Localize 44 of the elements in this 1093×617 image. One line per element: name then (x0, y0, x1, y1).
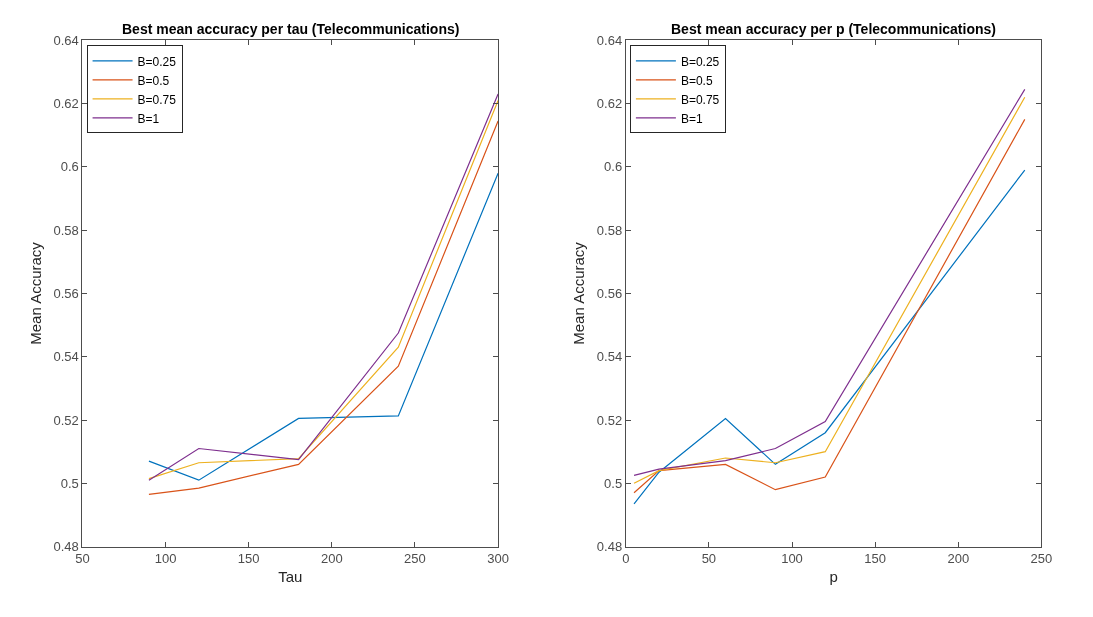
x-tick-label: 50 (701, 551, 717, 567)
y-tick-label: 0.64 (53, 32, 79, 48)
line-series (633, 169, 1026, 505)
y-axis-title: Mean Accuracy (570, 241, 588, 345)
chart-title: Best mean accuracy per p (Telecommunications) (671, 21, 996, 37)
y-tick-label: 0.56 (596, 286, 623, 301)
x-tick-label: 150 (864, 551, 886, 567)
x-axis-title: Tau (278, 568, 303, 586)
legend-label: B=1 (680, 111, 703, 126)
legend-label: B=0.25 (137, 54, 177, 69)
x-tick-label: 150 (237, 551, 260, 567)
y-tick-label: 0.52 (596, 412, 623, 428)
y-tick-label: 0.64 (596, 32, 623, 48)
y-tick-label: 0.54 (53, 349, 79, 365)
y-tick-label: 0.6 (604, 159, 623, 175)
x-tick-label: 100 (781, 551, 803, 567)
y-tick-label: 0.62 (53, 96, 79, 112)
x-tick-label: 300 (487, 551, 509, 567)
x-tick-label: 200 (947, 551, 970, 567)
x-tick-label: 250 (404, 551, 426, 567)
x-tick-label: 250 (1030, 551, 1053, 567)
legend-label: B=0.25 (680, 54, 720, 69)
chart-title: Best mean accuracy per tau (Telecommunications) (122, 21, 460, 37)
y-tick-label: 0.56 (53, 286, 79, 301)
y-tick-label: 0.54 (596, 349, 623, 365)
y-tick-label: 0.5 (60, 475, 79, 491)
y-tick-label: 0.5 (604, 475, 623, 491)
y-tick-label: 0.52 (53, 412, 79, 428)
y-tick-label: 0.58 (596, 222, 623, 238)
legend-label: B=1 (137, 111, 160, 126)
y-tick-label: 0.62 (596, 96, 623, 112)
legend-label: B=0.75 (137, 92, 177, 107)
legend-label: B=0.5 (680, 73, 713, 88)
x-tick-label: 100 (154, 551, 177, 567)
legend-label: B=0.75 (680, 92, 720, 107)
y-axis-title: Mean Accuracy (26, 241, 44, 345)
y-tick-label: 0.58 (53, 222, 79, 238)
x-axis-title: p (829, 568, 838, 586)
y-tick-label: 0.6 (60, 159, 79, 175)
line-series (148, 172, 499, 481)
y-tick-label: 0.48 (596, 539, 623, 555)
legend-label: B=0.5 (137, 73, 170, 88)
x-tick-label: 200 (320, 551, 343, 567)
x-tick-label: 0 (622, 551, 630, 567)
